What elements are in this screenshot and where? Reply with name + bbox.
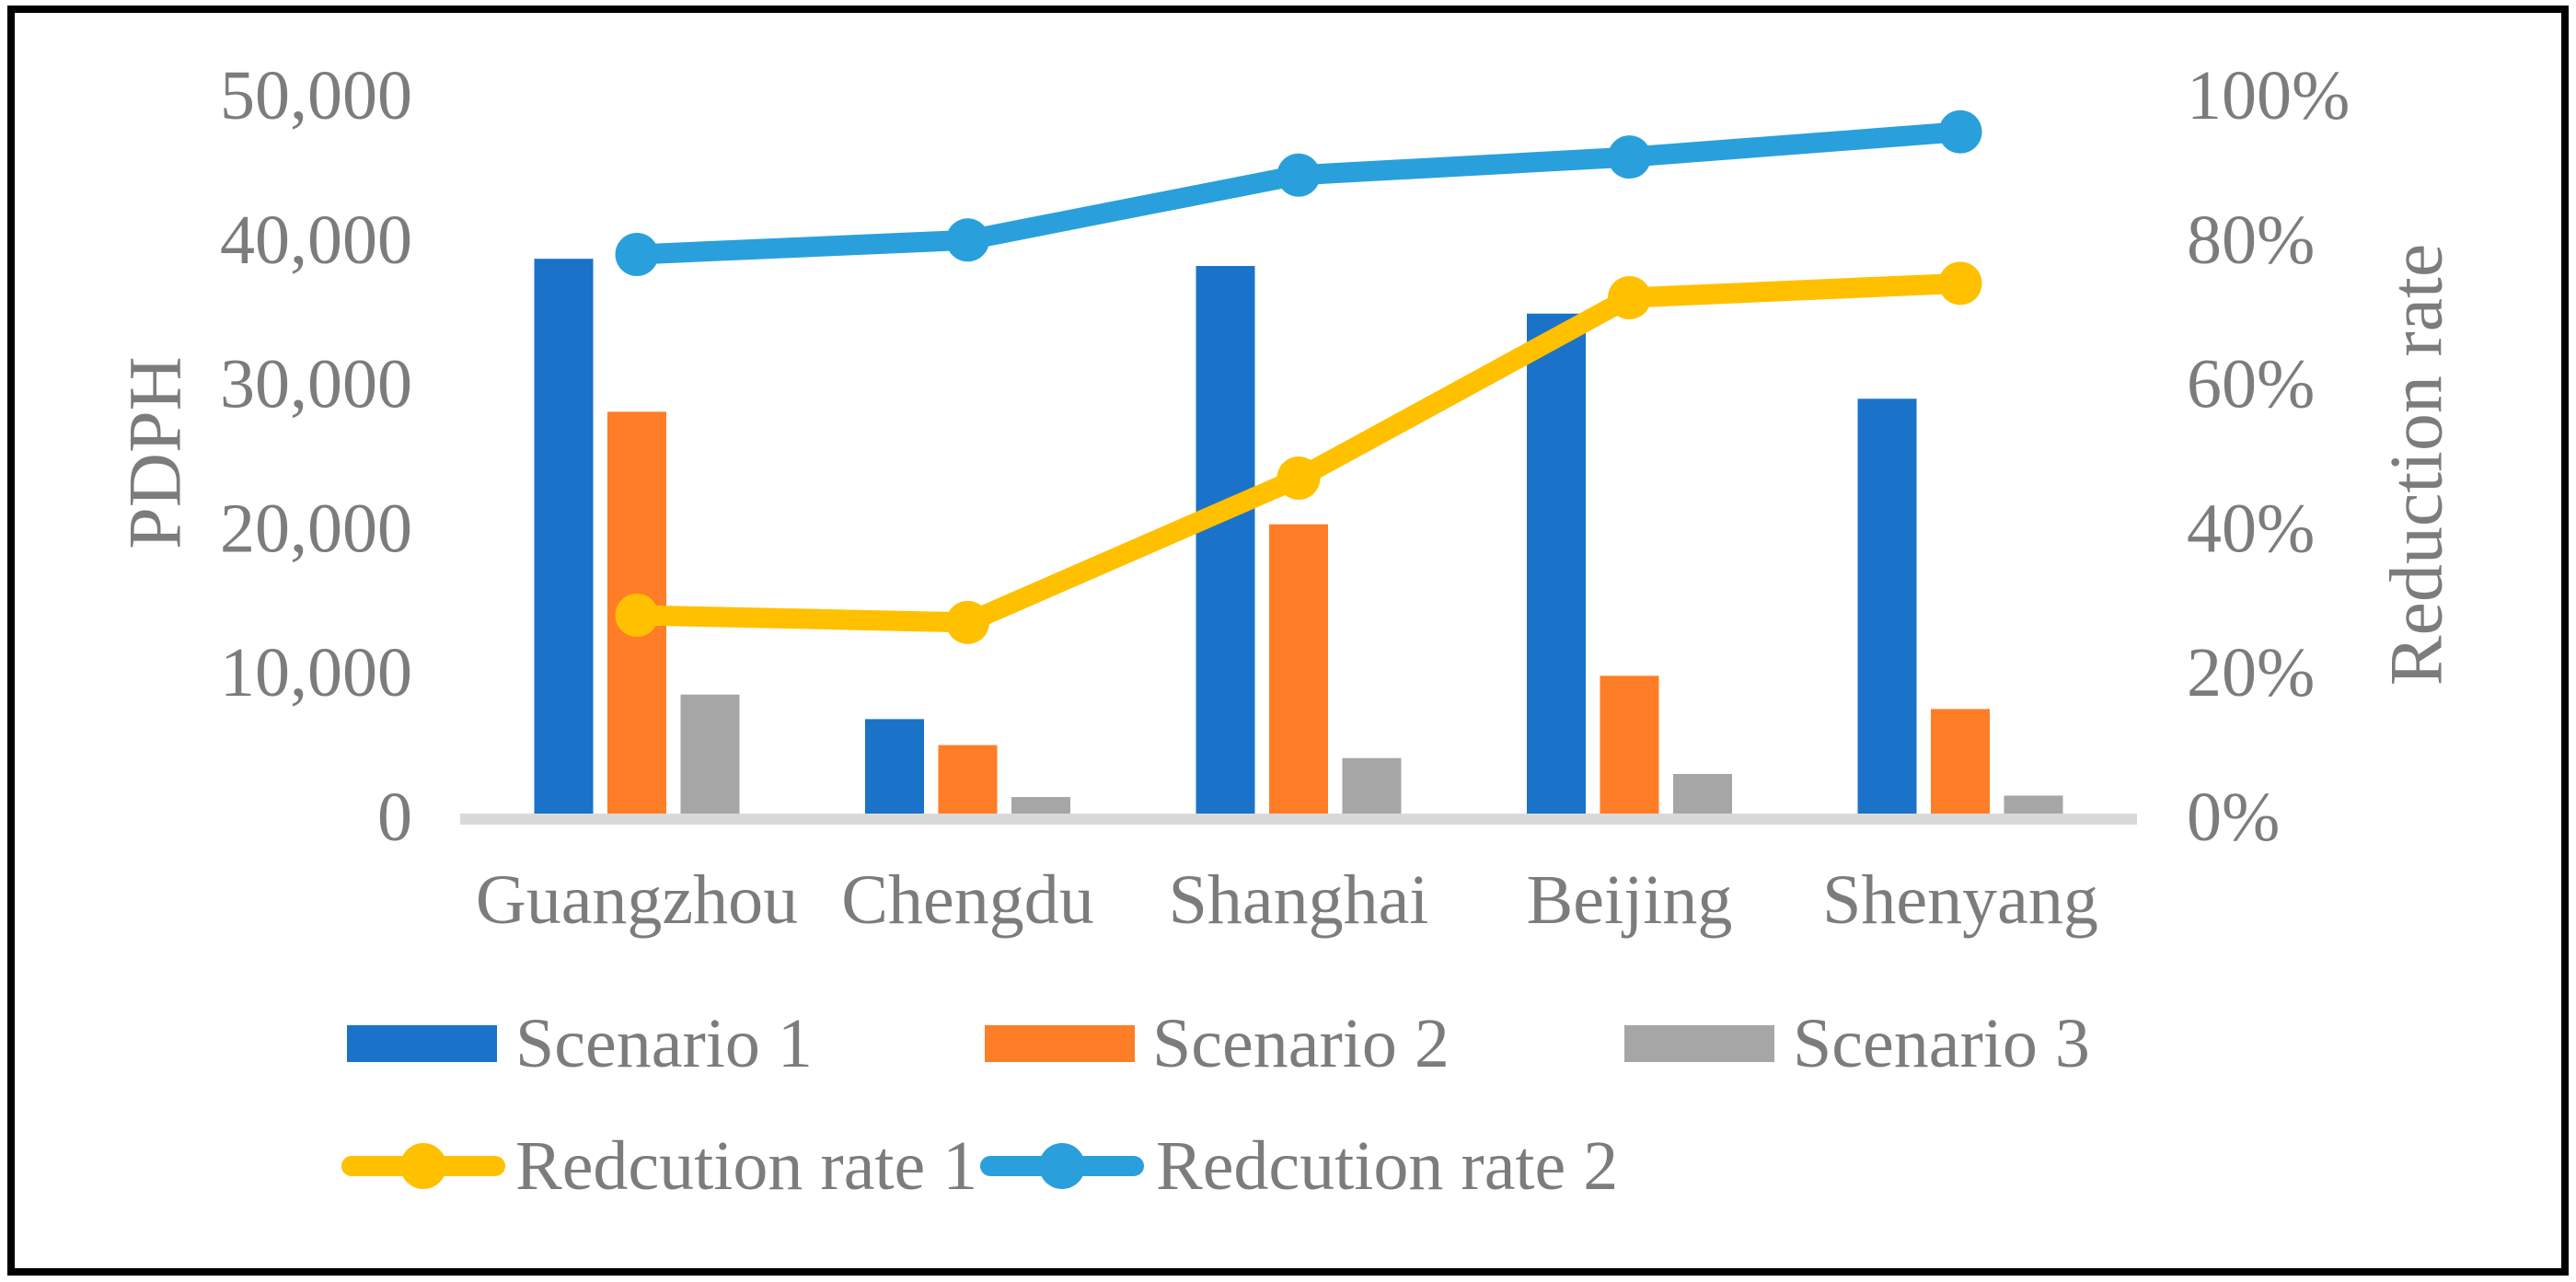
right-axis-tick-label: 0% (2187, 779, 2280, 856)
legend-marker (1039, 1143, 1085, 1189)
category-label: Chengdu (841, 861, 1093, 939)
line-marker-guangzhou (615, 593, 659, 637)
legend-label: Redcution rate 2 (1156, 1127, 1618, 1205)
bar-scenario3-shenyang (2004, 795, 2063, 814)
left-axis-tick-label: 0 (377, 779, 412, 856)
category-label: Shenyang (1822, 861, 2098, 939)
legend-swatch (347, 1025, 497, 1062)
line-series-1 (615, 261, 1982, 644)
bar-scenario2-chengdu (938, 745, 998, 814)
legend-label: Scenario 1 (515, 1005, 813, 1082)
legend-label: Scenario 2 (1152, 1005, 1450, 1082)
bar-scenario3-guangzhou (680, 694, 740, 814)
right-axis-tick-label: 80% (2187, 202, 2315, 279)
bar-scenario1-chengdu (865, 719, 924, 814)
left-axis-tick-label: 40,000 (220, 202, 412, 279)
legend-item-redcution-rate-2: Redcution rate 2 (980, 1127, 1618, 1205)
bar-scenario1-guangzhou (534, 259, 594, 814)
right-axis-tick-label: 40% (2187, 490, 2315, 567)
category-label: Guangzhou (476, 861, 798, 939)
right-axis: 0% 20% 40% 60% 80% 100% (2187, 57, 2350, 856)
right-axis-tick-label: 60% (2187, 346, 2315, 423)
legend: Scenario 1 Scenario 2 Scenario 3 Redcution … (341, 1005, 2090, 1205)
line-marker-beijing (1608, 276, 1651, 320)
line-marker-beijing (1608, 135, 1651, 179)
legend-item-scenario-1: Scenario 1 (347, 1005, 813, 1082)
line-marker-shanghai (1276, 456, 1321, 501)
right-axis-tick-label: 20% (2187, 634, 2315, 711)
left-axis-tick-label: 30,000 (220, 346, 412, 423)
legend-swatch (985, 1025, 1135, 1062)
left-axis-tick-label: 20,000 (220, 490, 412, 567)
bar-scenario3-shanghai (1342, 757, 1402, 814)
legend-item-redcution-rate-1: Redcution rate 1 (341, 1127, 977, 1205)
bar-scenario2-shanghai (1269, 524, 1328, 814)
legend-swatch (1624, 1025, 1774, 1062)
legend-label: Redcution rate 1 (515, 1127, 977, 1205)
line-marker-guangzhou (615, 232, 659, 276)
x-axis-line (460, 814, 2137, 825)
legend-item-scenario-3: Scenario 3 (1624, 1005, 2090, 1082)
legend-item-scenario-2: Scenario 2 (985, 1005, 1450, 1082)
line-marker-chengdu (946, 600, 989, 644)
right-axis-title: Reduction rate (2374, 244, 2458, 686)
line-series-2 (615, 110, 1982, 276)
bar-scenario2-shenyang (1931, 709, 1990, 814)
right-axis-tick-label: 100% (2187, 57, 2350, 134)
bar-scenario3-beijing (1673, 773, 1732, 814)
category-axis: Guangzhou Chengdu Shanghai Beijing Shenyang (476, 861, 2098, 939)
legend-marker (400, 1143, 446, 1189)
left-axis-tick-label: 50,000 (220, 57, 412, 134)
line-marker-shenyang (1938, 110, 1982, 154)
category-label: Beijing (1527, 861, 1733, 939)
line-marker-chengdu (946, 218, 989, 262)
left-axis: 0 10,000 20,000 30,000 40,000 50,000 (220, 57, 412, 856)
legend-label: Scenario 3 (1793, 1005, 2090, 1082)
left-axis-tick-label: 10,000 (220, 634, 412, 711)
bar-scenario1-shenyang (1857, 398, 1917, 814)
line-marker-shenyang (1938, 261, 1982, 306)
category-label: Shanghai (1169, 861, 1429, 939)
bars (534, 259, 2063, 814)
line-marker-shanghai (1276, 153, 1321, 197)
bar-scenario2-beijing (1600, 676, 1659, 814)
bar-scenario1-shanghai (1196, 266, 1255, 814)
left-axis-title: PDPH (113, 356, 197, 549)
figure-border (7, 6, 2569, 1276)
bar-scenario3-chengdu (1011, 797, 1070, 814)
bar-scenario1-beijing (1527, 313, 1586, 814)
